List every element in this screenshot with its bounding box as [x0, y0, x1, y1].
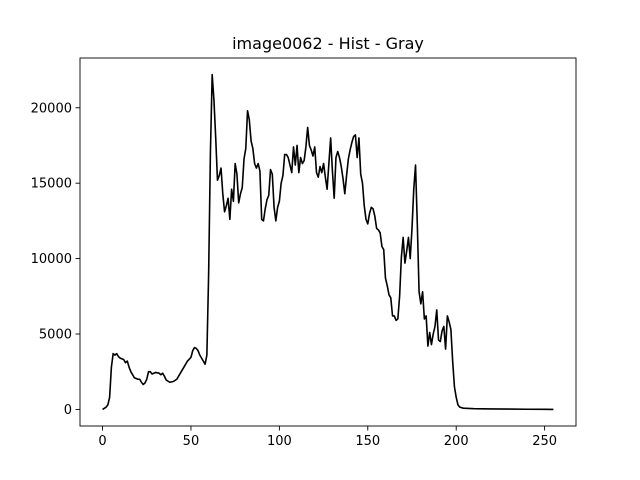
x-tick-label: 100 [267, 434, 292, 449]
y-tick-label: 15000 [31, 177, 72, 192]
y-tick-label: 5000 [39, 328, 72, 343]
x-tick-label: 0 [98, 434, 106, 449]
histogram-series-line [102, 73, 554, 411]
x-tick-label: 150 [355, 434, 380, 449]
x-tick-label: 200 [444, 434, 469, 449]
y-tick-label: 20000 [31, 101, 72, 116]
plot-area: 0 50 100 150 200 250 0 5000 10000 15000 20000 [31, 57, 577, 449]
x-tick-label: 250 [532, 434, 557, 449]
chart-title: image0062 - Hist - Gray [232, 34, 424, 53]
x-tick-label: 50 [183, 434, 200, 449]
y-tick-label: 0 [64, 403, 72, 418]
y-tick-label: 10000 [31, 252, 72, 267]
plot-frame [79, 57, 577, 427]
